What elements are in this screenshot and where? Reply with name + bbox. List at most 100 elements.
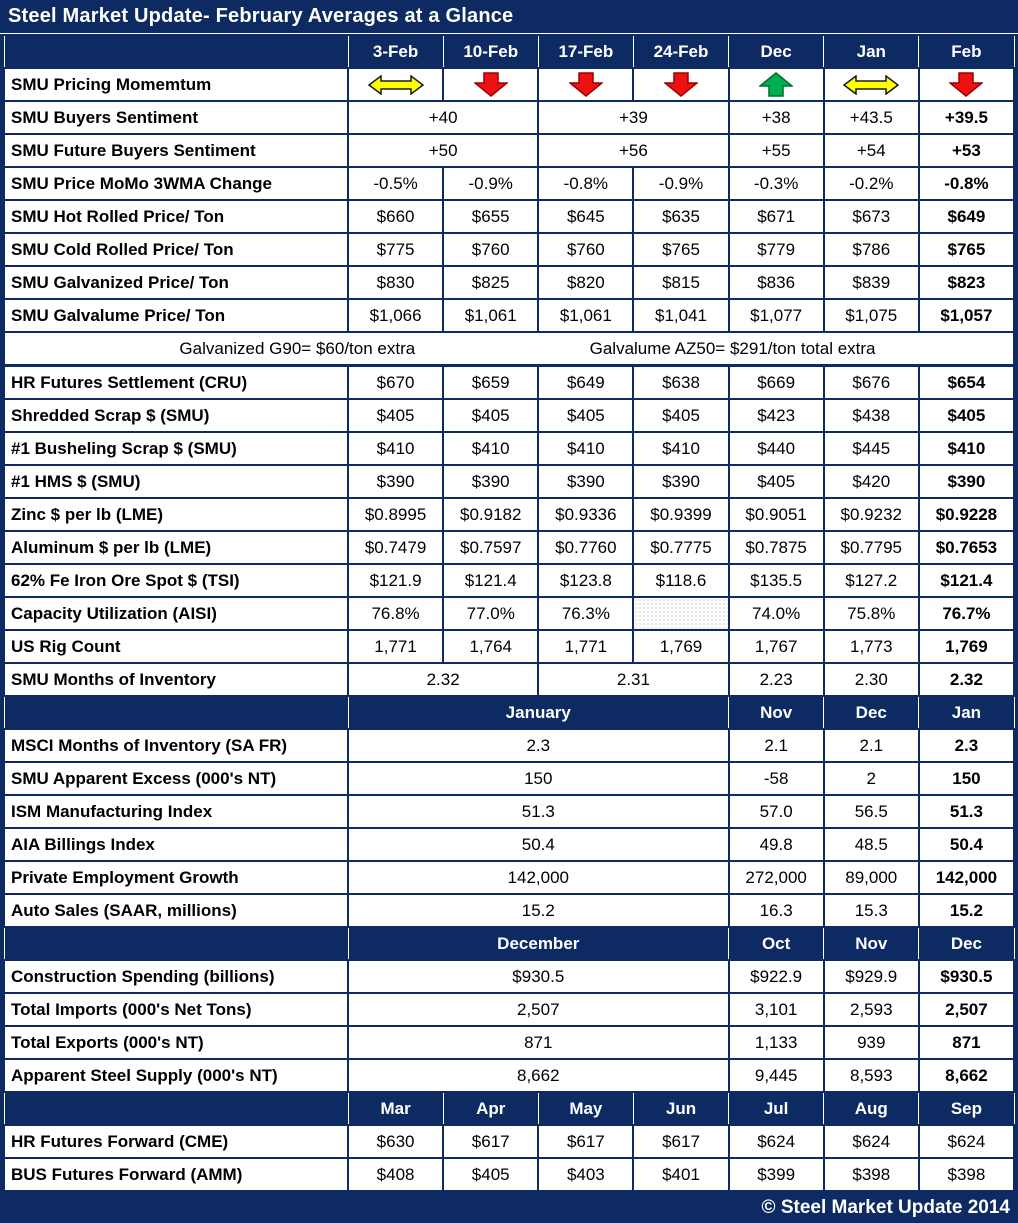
value-cell: $390: [442, 464, 540, 499]
table-row: #1 Busheling Scrap $ (SMU) $410 $410 $410 $4…: [3, 431, 1016, 466]
value-cell: $408: [346, 1157, 445, 1192]
col-header: December: [347, 926, 730, 961]
value-cell: +56: [537, 133, 730, 168]
market-table-body: 3-Feb 10-Feb 17-Feb 24-Feb Dec Jan Feb SMU Pric…: [3, 34, 1016, 1192]
col-header: Nov: [823, 926, 920, 961]
value-cell: $0.8995: [346, 497, 445, 532]
value-cell: $760: [442, 232, 540, 267]
value-cell: $1,075: [822, 298, 920, 333]
value-cell: 2.30: [822, 662, 920, 697]
col-header: Dec: [728, 34, 825, 69]
row-label: SMU Apparent Excess (000's NT): [3, 761, 349, 796]
row-label: Total Imports (000's Net Tons): [3, 992, 349, 1027]
value-cell: 2.1: [727, 728, 825, 763]
row-label: BUS Futures Forward (AMM): [3, 1157, 349, 1192]
value-cell: $638: [632, 364, 730, 400]
value-cell: $676: [822, 364, 920, 400]
value-cell: 76.7%: [917, 596, 1016, 631]
value-cell: 2.23: [727, 662, 825, 697]
value-cell: $823: [917, 265, 1016, 300]
value-cell: 74.0%: [727, 596, 825, 631]
value-cell: 142,000: [917, 860, 1016, 895]
row-label: HR Futures Forward (CME): [3, 1124, 349, 1159]
column-header-row: Mar Apr May Jun Jul Aug Sep: [3, 1091, 1015, 1126]
value-cell: 15.2: [347, 893, 730, 928]
momentum-cell: [442, 67, 540, 102]
col-header: 10-Feb: [442, 34, 539, 69]
table-row: SMU Price MoMo 3WMA Change -0.5% -0.9% -0.8…: [3, 166, 1016, 201]
value-cell: 150: [347, 761, 730, 796]
value-cell: 1,769: [632, 629, 730, 664]
value-cell: -0.8%: [917, 166, 1016, 201]
footnote-text: Galvalume AZ50= $291/ton total extra: [589, 338, 876, 358]
value-cell: $121.9: [346, 563, 445, 598]
value-cell: $624: [727, 1124, 825, 1159]
value-cell: $0.9399: [632, 497, 730, 532]
value-cell: -0.9%: [442, 166, 540, 201]
value-cell: $127.2: [822, 563, 920, 598]
momentum-cell: [537, 67, 635, 102]
row-label: Auto Sales (SAAR, millions): [3, 893, 349, 928]
value-cell: +39.5: [917, 100, 1016, 135]
value-cell: $775: [346, 232, 445, 267]
col-header: Jul: [728, 1091, 825, 1126]
value-cell: $0.9232: [822, 497, 920, 532]
value-cell: $624: [822, 1124, 920, 1159]
value-cell: 51.3: [347, 794, 730, 829]
row-label: SMU Hot Rolled Price/ Ton: [3, 199, 349, 234]
row-label: 62% Fe Iron Ore Spot $ (TSI): [3, 563, 349, 598]
value-cell: 1,771: [537, 629, 635, 664]
value-cell: $401: [632, 1157, 730, 1192]
value-cell: $1,066: [346, 298, 445, 333]
value-cell: +39: [537, 100, 730, 135]
value-cell: $410: [632, 431, 730, 466]
momentum-down-arrow-icon: [663, 72, 698, 97]
value-cell: 50.4: [347, 827, 730, 862]
col-header: January: [347, 695, 730, 730]
table-row: BUS Futures Forward (AMM) $408 $405 $403 $40…: [3, 1157, 1016, 1192]
table-row: Construction Spending (billions) $930.5 $9…: [3, 959, 1016, 994]
value-cell: 2.3: [347, 728, 730, 763]
col-header: Jan: [823, 34, 920, 69]
row-label: SMU Galvanized Price/ Ton: [3, 265, 349, 300]
value-cell: $118.6: [632, 563, 730, 598]
value-cell: +40: [346, 100, 540, 135]
value-cell: $390: [632, 464, 730, 499]
value-cell: $398: [822, 1157, 920, 1192]
value-cell: $645: [537, 199, 635, 234]
table-row: SMU Buyers Sentiment +40 +39 +38 +43.5 +39.5: [3, 100, 1016, 135]
value-cell: $779: [727, 232, 825, 267]
copyright-text: © Steel Market Update 2014: [761, 1196, 1010, 1218]
no-data-cell: [632, 596, 730, 631]
table-row: SMU Future Buyers Sentiment +50 +56 +55 +54 +…: [3, 133, 1016, 168]
value-cell: $0.9182: [442, 497, 540, 532]
value-cell: 2.32: [917, 662, 1016, 697]
table-row: SMU Cold Rolled Price/ Ton $775 $760 $760 $7…: [3, 232, 1016, 267]
value-cell: +38: [727, 100, 825, 135]
table-row: SMU Galvalume Price/ Ton $1,066 $1,061 $1,0…: [3, 298, 1016, 333]
table-row: SMU Galvanized Price/ Ton $830 $825 $820 $81…: [3, 265, 1016, 300]
value-cell: $405: [632, 398, 730, 433]
col-header: Aug: [823, 1091, 920, 1126]
column-header-row: December Oct Nov Dec: [3, 926, 1015, 961]
momentum-cell: [917, 67, 1016, 102]
value-cell: 51.3: [917, 794, 1016, 829]
value-cell: $405: [346, 398, 445, 433]
momentum-down-arrow-icon: [473, 72, 508, 97]
value-cell: $398: [917, 1157, 1016, 1192]
value-cell: 56.5: [822, 794, 920, 829]
col-header: Mar: [347, 1091, 444, 1126]
value-cell: $617: [632, 1124, 730, 1159]
value-cell: -0.2%: [822, 166, 920, 201]
value-cell: $405: [442, 1157, 540, 1192]
col-header-empty: [3, 695, 349, 730]
value-cell: 76.8%: [346, 596, 445, 631]
value-cell: 8,662: [917, 1058, 1016, 1093]
value-cell: $405: [537, 398, 635, 433]
value-cell: $0.7760: [537, 530, 635, 565]
row-label: Private Employment Growth: [3, 860, 349, 895]
row-label: Total Exports (000's NT): [3, 1025, 349, 1060]
value-cell: 2,593: [822, 992, 920, 1027]
table-row: MSCI Months of Inventory (SA FR) 2.3 2.1 2.…: [3, 728, 1016, 763]
